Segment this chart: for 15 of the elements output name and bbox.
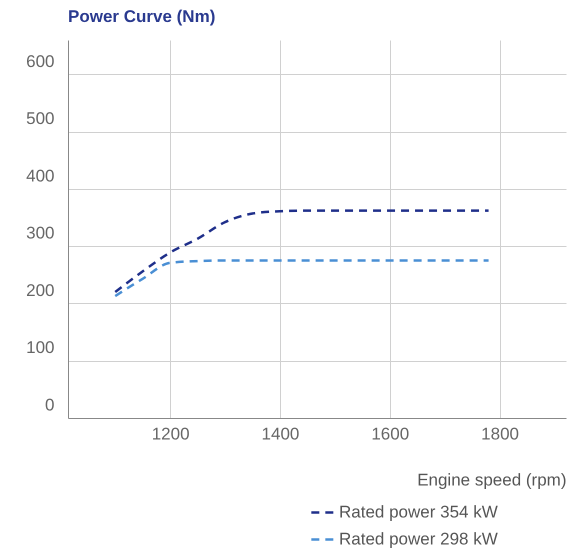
- y-tick-label: 300: [26, 224, 54, 243]
- y-tick-label: 100: [26, 338, 54, 358]
- legend-label: Rated power 298 kW: [339, 530, 498, 548]
- y-tick-label: 0: [45, 396, 54, 414]
- x-tick-label: 1200: [152, 424, 190, 444]
- x-tick-label: 1600: [371, 424, 410, 444]
- chart-title: Power Curve (Nm): [68, 7, 216, 26]
- legend-label: Rated power 354 kW: [339, 502, 498, 522]
- x-tick-label: 1400: [262, 424, 300, 444]
- y-tick-label: 200: [26, 280, 54, 300]
- y-tick-label: 400: [26, 166, 54, 186]
- x-axis-title: Engine speed (rpm): [417, 470, 566, 490]
- x-tick-label: 1800: [481, 424, 519, 444]
- y-tick-label: 500: [26, 109, 54, 128]
- y-tick-label: 600: [26, 52, 54, 71]
